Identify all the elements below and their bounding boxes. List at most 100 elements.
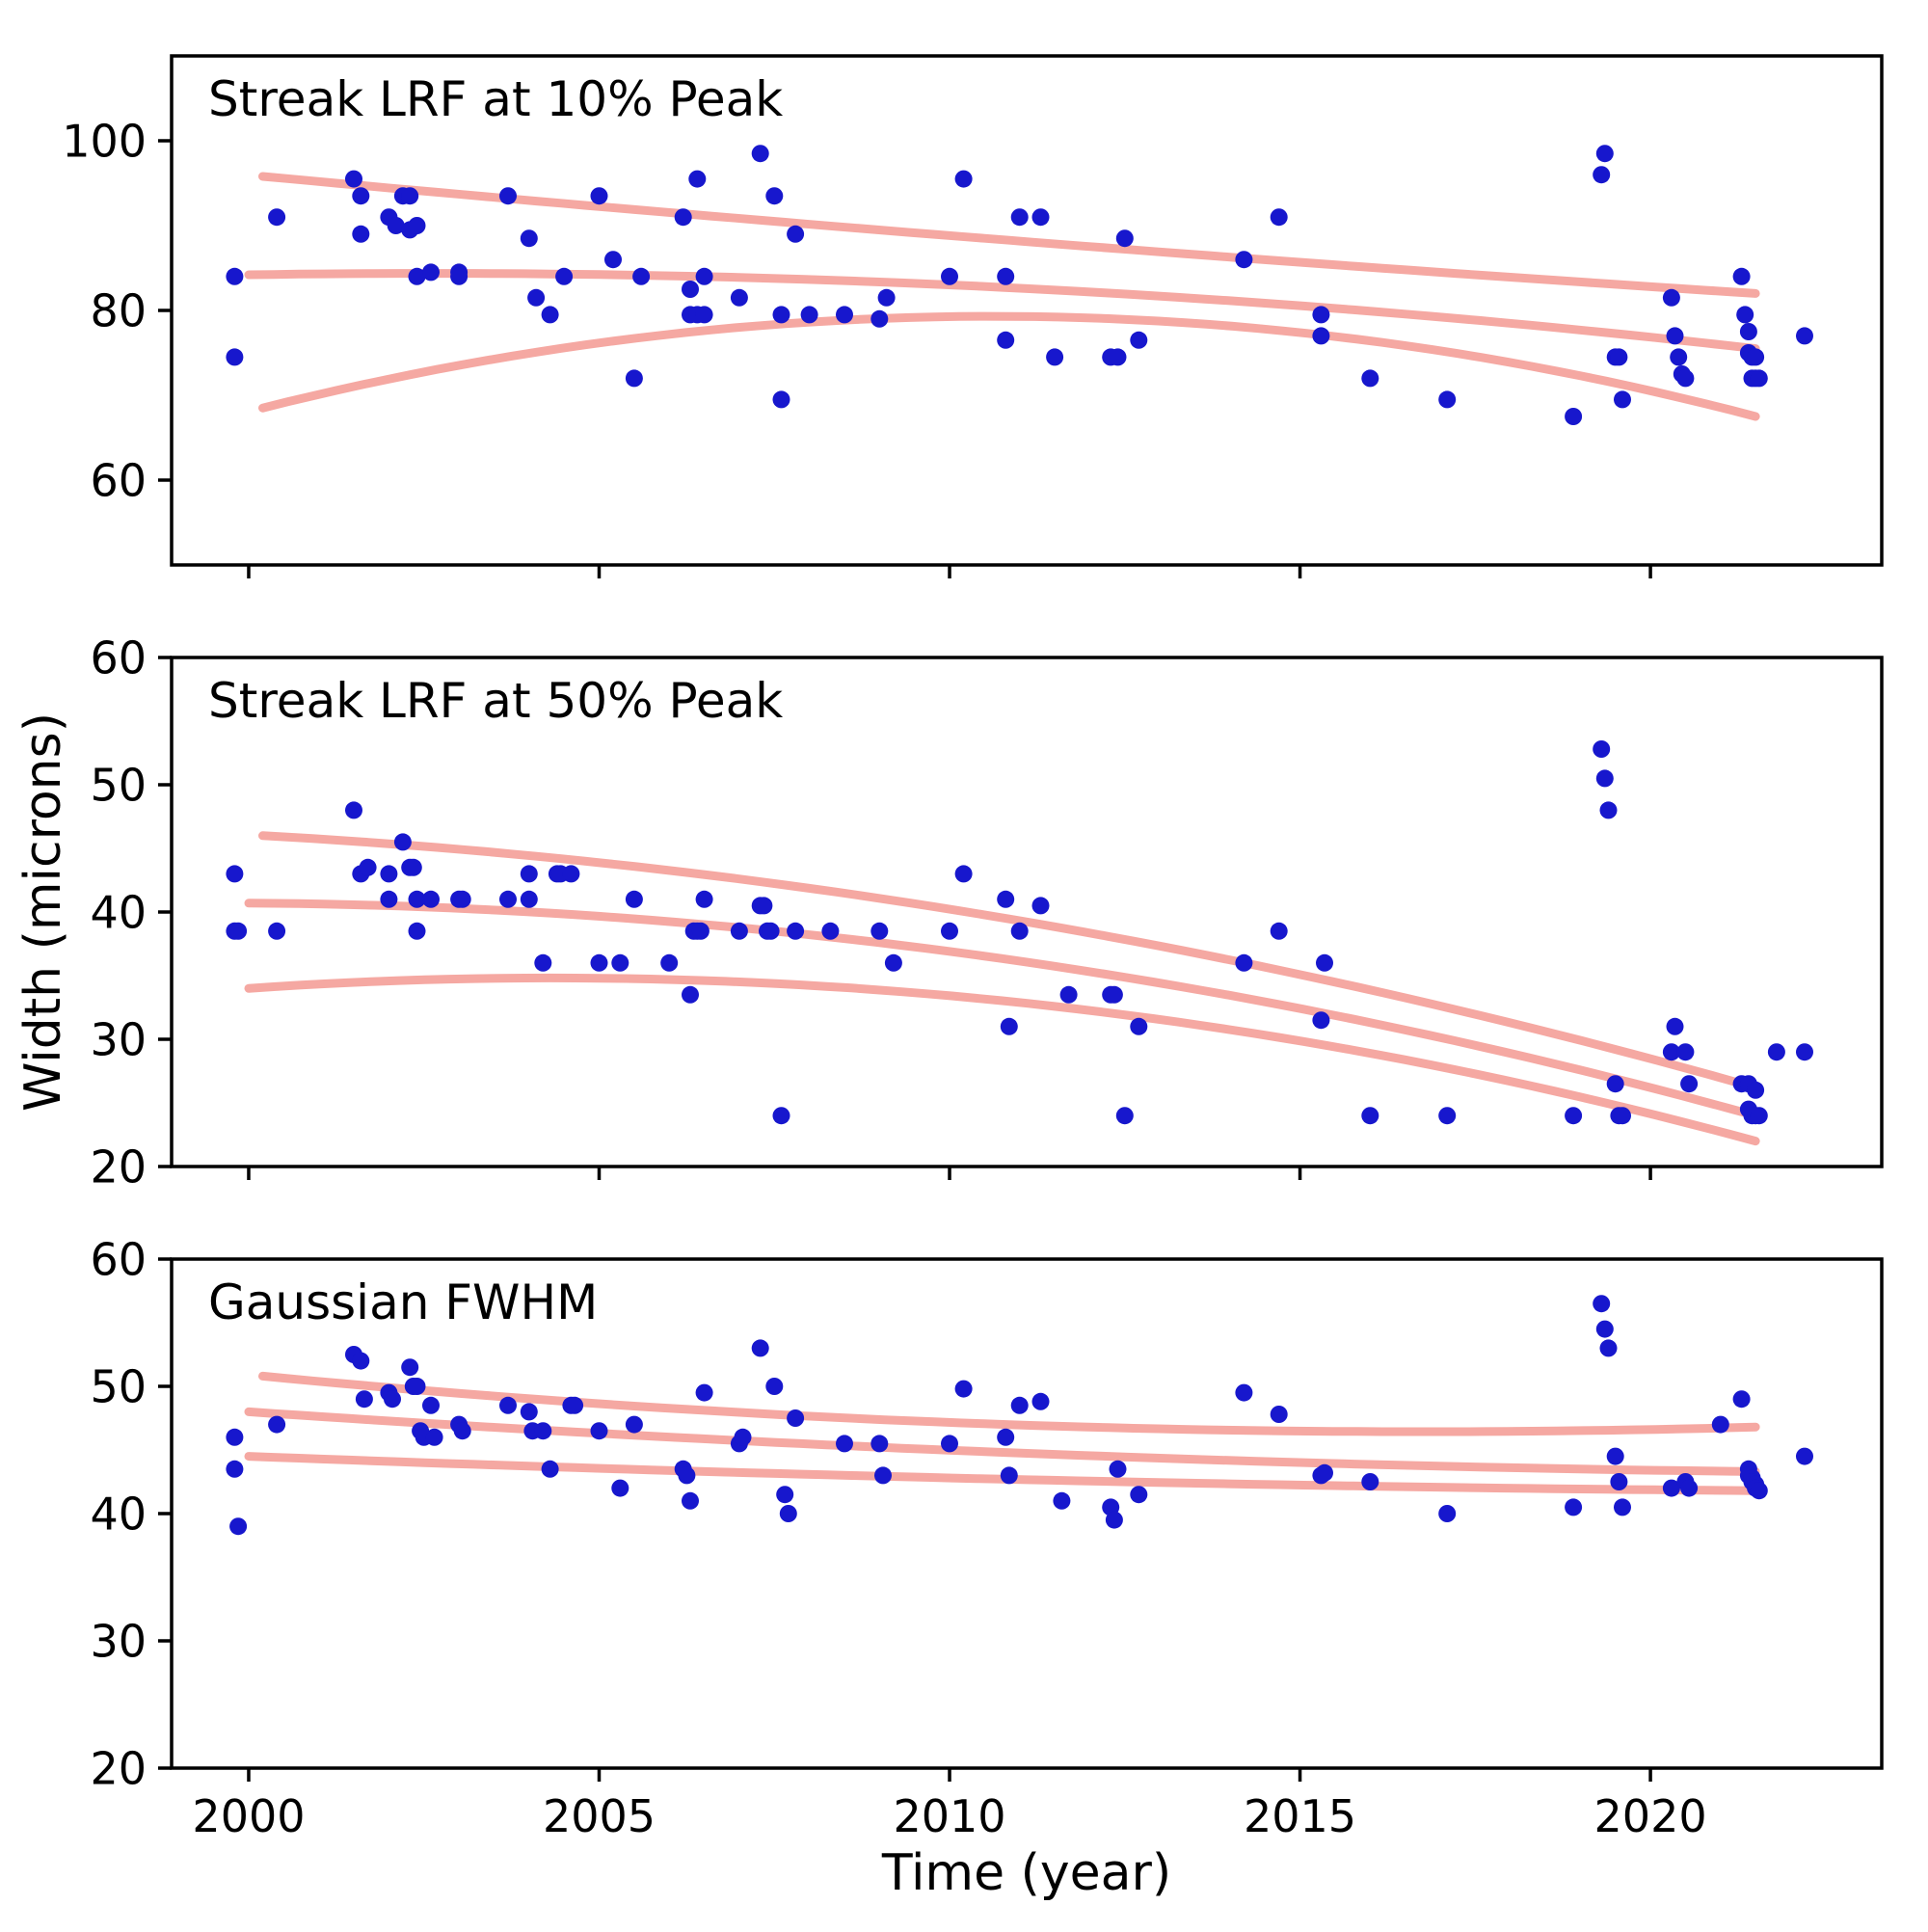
data-point [1662, 1479, 1680, 1497]
data-point [1130, 1486, 1148, 1504]
data-point [450, 267, 469, 285]
data-point [1662, 288, 1680, 307]
data-point [226, 1428, 244, 1446]
data-point [874, 1466, 892, 1485]
data-point [1235, 251, 1253, 269]
data-point [884, 953, 902, 972]
data-point [821, 922, 840, 940]
data-point [1767, 1043, 1785, 1061]
fit-curve-lower [258, 311, 1760, 421]
data-point [1711, 1415, 1729, 1434]
data-point [695, 267, 713, 285]
data-point [520, 1403, 538, 1421]
data-point [1361, 1107, 1379, 1125]
data-point [1109, 348, 1127, 366]
data-point [1750, 1107, 1768, 1125]
data-point [268, 922, 286, 940]
data-point [1010, 1396, 1029, 1414]
data-point [1595, 769, 1614, 788]
data-point [453, 890, 471, 908]
data-point [520, 890, 538, 908]
data-point [836, 306, 853, 324]
data-point [762, 922, 780, 940]
data-point [1796, 1447, 1813, 1465]
data-point [527, 288, 546, 307]
data-point [1593, 1295, 1611, 1313]
data-point [393, 833, 412, 851]
data-point [1130, 1017, 1148, 1035]
data-point [1316, 1463, 1333, 1482]
fit-curve-upper [258, 1371, 1760, 1436]
data-point [387, 217, 405, 234]
panel-title: Gaussian FWHM [208, 1275, 598, 1330]
data-point [1235, 1383, 1253, 1402]
data-point [695, 1383, 713, 1402]
data-point [1105, 985, 1123, 1004]
data-point [1361, 369, 1379, 388]
data-point [226, 865, 244, 883]
y-tick-label: 60 [90, 455, 147, 507]
data-point [1010, 922, 1029, 940]
data-point [1059, 985, 1078, 1004]
data-point [625, 369, 643, 388]
y-tick-label: 30 [90, 1014, 147, 1066]
data-point [941, 1435, 958, 1453]
data-point [566, 1396, 584, 1414]
data-point [997, 331, 1015, 349]
data-point [1000, 1017, 1018, 1035]
data-point [1606, 1075, 1624, 1093]
data-point [1031, 208, 1050, 227]
data-point [772, 306, 790, 324]
data-point [625, 890, 643, 908]
data-point [870, 922, 889, 940]
x-tick-label: 2010 [893, 1790, 1005, 1842]
data-point [1361, 1473, 1379, 1490]
data-point [1593, 166, 1611, 184]
y-tick-label: 50 [90, 1361, 147, 1413]
data-point [425, 1428, 443, 1446]
data-point [1595, 1320, 1614, 1338]
data-point [352, 1352, 370, 1370]
data-point [954, 170, 973, 188]
data-point [787, 225, 805, 243]
axes-frame [170, 656, 1884, 1168]
data-point [941, 922, 958, 940]
data-point [755, 897, 773, 915]
x-axis-label: Time (year) [881, 1844, 1171, 1902]
data-point [695, 306, 713, 324]
data-point [954, 1380, 973, 1398]
data-point [499, 890, 517, 908]
data-point [1312, 306, 1330, 324]
data-point [404, 858, 422, 876]
data-point [682, 1491, 699, 1510]
data-point [682, 985, 699, 1004]
data-point [422, 263, 440, 282]
y-tick-label: 50 [90, 760, 147, 812]
data-point [1670, 348, 1688, 366]
data-point [380, 865, 398, 883]
data-point [1565, 1107, 1583, 1125]
data-point [1750, 1482, 1768, 1500]
fit-curve-middle [244, 899, 1760, 1120]
y-tick-label: 20 [90, 1141, 147, 1194]
data-point [1666, 1017, 1684, 1035]
data-point [345, 801, 362, 819]
data-point [1796, 1043, 1813, 1061]
data-point [499, 1396, 517, 1414]
data-point [1130, 331, 1148, 349]
data-point [1438, 1107, 1457, 1125]
data-point [355, 1390, 373, 1409]
data-point [1680, 1075, 1699, 1093]
data-point [1750, 369, 1768, 388]
data-point [776, 1486, 794, 1504]
data-point [765, 1378, 784, 1395]
data-point [1565, 408, 1583, 425]
data-point [772, 390, 790, 409]
data-point [1235, 953, 1253, 972]
fit-curve-middle [244, 1407, 1760, 1476]
data-point [870, 1435, 889, 1453]
data-point [1796, 327, 1813, 345]
data-point [1270, 208, 1288, 227]
data-point [1666, 327, 1684, 345]
